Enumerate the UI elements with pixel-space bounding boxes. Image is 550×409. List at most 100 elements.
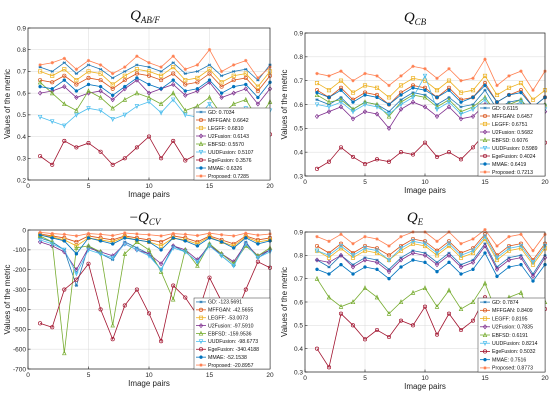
data-point — [159, 69, 163, 73]
legend-entry: MFFGAN: 0.6457 — [480, 114, 533, 120]
data-point — [386, 334, 392, 340]
data-point — [50, 231, 54, 236]
data-point — [98, 251, 103, 257]
data-point — [98, 307, 103, 312]
legend-marker — [483, 170, 487, 174]
data-point — [231, 101, 236, 107]
data-point — [531, 248, 535, 253]
legend-label: EgeFusion: 0.3576 — [208, 158, 252, 164]
data-point — [49, 241, 55, 247]
data-point — [434, 113, 440, 119]
legend-marker — [198, 347, 204, 352]
data-point — [110, 97, 115, 103]
y-tick-label: 0.7 — [17, 69, 26, 76]
legend-marker — [198, 125, 204, 131]
data-point — [362, 102, 368, 108]
data-point — [482, 94, 488, 100]
data-point — [244, 82, 248, 87]
data-point — [470, 104, 476, 109]
legend-entry: LEGFF: 0.6810 — [196, 126, 244, 132]
data-point — [494, 257, 500, 263]
data-point — [207, 63, 212, 67]
data-point — [314, 80, 320, 86]
data-point — [195, 80, 200, 85]
data-point — [122, 156, 127, 161]
data-point — [195, 63, 200, 67]
legend-label: UUDFusion: 0.5989 — [492, 146, 538, 152]
data-point — [219, 253, 224, 259]
legend-marker — [482, 129, 488, 135]
data-point — [207, 231, 212, 235]
data-point — [171, 138, 176, 143]
data-point — [374, 250, 380, 256]
legend-marker — [482, 341, 488, 347]
legend-entry: EBFSD: 0.6076 — [480, 137, 528, 144]
data-point — [519, 232, 523, 237]
legend-label: Proposed: 0.8773 — [492, 366, 533, 372]
data-point — [423, 88, 427, 92]
data-point — [482, 243, 488, 249]
data-point — [339, 232, 343, 237]
data-point — [410, 289, 416, 295]
data-point — [86, 69, 91, 74]
data-point — [231, 78, 236, 83]
data-point — [38, 84, 42, 89]
data-point — [134, 77, 140, 83]
data-point — [159, 248, 163, 252]
data-point — [338, 96, 344, 102]
y-tick-label: 0.9 — [17, 25, 26, 32]
data-point — [494, 266, 500, 272]
data-point — [458, 250, 464, 256]
data-point — [37, 79, 43, 85]
data-point — [398, 106, 404, 112]
data-point — [74, 72, 79, 76]
data-point — [507, 93, 511, 97]
legend-label: U2Fusion: -97.5910 — [208, 323, 254, 329]
data-point — [446, 243, 452, 249]
data-point — [374, 259, 380, 265]
data-point — [326, 104, 332, 110]
data-point — [422, 239, 428, 244]
data-point — [495, 274, 499, 279]
data-point — [244, 58, 248, 63]
data-point — [219, 69, 224, 74]
data-point — [255, 259, 260, 264]
data-point — [123, 65, 127, 69]
data-point — [435, 239, 439, 244]
legend: GD: -123.5691 MFFGAN: -42.5655 LEGFF: -53.… — [193, 297, 271, 370]
data-point — [411, 64, 415, 69]
legend-label: GD: 0.6115 — [492, 106, 518, 112]
legend-label: MMAE: -52.1538 — [208, 355, 247, 361]
legend-marker — [483, 300, 487, 304]
data-point — [435, 76, 439, 80]
series-6 — [314, 234, 548, 266]
data-point — [351, 78, 355, 83]
data-point — [256, 95, 260, 100]
legend-entry: GD: 0.7874 — [480, 300, 519, 306]
data-point — [530, 273, 536, 279]
data-point — [447, 67, 451, 71]
data-point — [74, 89, 79, 93]
data-point — [207, 236, 212, 240]
data-point — [62, 350, 67, 356]
data-point — [74, 271, 79, 277]
legend-entry: LEGFF: 0.8195 — [480, 316, 528, 322]
data-point — [314, 92, 320, 98]
data-point — [171, 65, 176, 70]
data-point — [134, 239, 140, 244]
data-point — [62, 249, 67, 255]
data-point — [62, 247, 67, 253]
data-point — [122, 250, 128, 256]
data-point — [86, 88, 91, 94]
series-line — [316, 245, 546, 278]
data-point — [386, 269, 392, 275]
data-point — [62, 61, 66, 65]
x-axis-label: Image pairs — [404, 186, 446, 195]
data-point — [110, 82, 115, 87]
data-point — [338, 246, 344, 251]
data-point — [110, 93, 115, 98]
data-point — [122, 73, 127, 78]
legend-entry: Proposed: 0.7213 — [480, 170, 533, 176]
data-point — [86, 231, 91, 236]
series-line — [316, 242, 546, 275]
